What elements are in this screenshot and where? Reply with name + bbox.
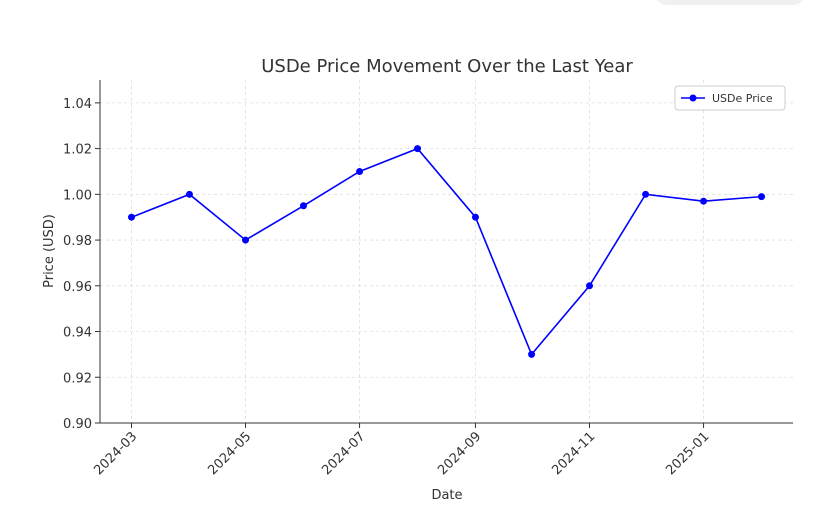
y-tick-label: 0.96 — [63, 280, 92, 295]
data-point — [528, 350, 536, 358]
x-tick-label: 2024-07 — [319, 429, 368, 478]
x-tick-label: 2024-03 — [91, 429, 140, 478]
x-tick-label: 2025-01 — [663, 429, 712, 478]
data-point — [471, 213, 479, 221]
y-tick-label: 0.92 — [63, 371, 92, 386]
y-tick-label: 0.94 — [63, 326, 92, 341]
series-line — [131, 147, 762, 356]
data-point — [356, 167, 364, 175]
y-tick-label: 0.90 — [63, 417, 92, 432]
data-point — [414, 145, 422, 153]
chart-title: USDe Price Movement Over the Last Year — [261, 56, 633, 77]
data-point — [299, 202, 307, 210]
y-tick-label: 1.02 — [63, 143, 92, 158]
data-point — [586, 282, 594, 290]
data-point — [128, 213, 135, 221]
legend-marker — [689, 94, 697, 102]
data-point — [242, 236, 250, 244]
legend-label: USDe Price — [712, 92, 773, 105]
x-tick-label: 2024-11 — [549, 429, 598, 478]
data-point — [758, 193, 765, 201]
x-axis-label: Date — [431, 488, 462, 503]
x-tick-label: 2024-05 — [205, 429, 254, 478]
x-tick-label: 2024-09 — [435, 429, 484, 478]
y-tick-label: 0.98 — [63, 234, 92, 249]
legend-box — [674, 85, 786, 111]
y-axis-label: Price (USD) — [42, 214, 57, 288]
y-tick-label: 1.04 — [63, 97, 92, 112]
data-point — [700, 197, 708, 205]
data-point — [642, 190, 650, 198]
data-point — [185, 190, 193, 198]
ui-pill — [657, 0, 803, 5]
y-tick-label: 1.00 — [63, 188, 92, 203]
